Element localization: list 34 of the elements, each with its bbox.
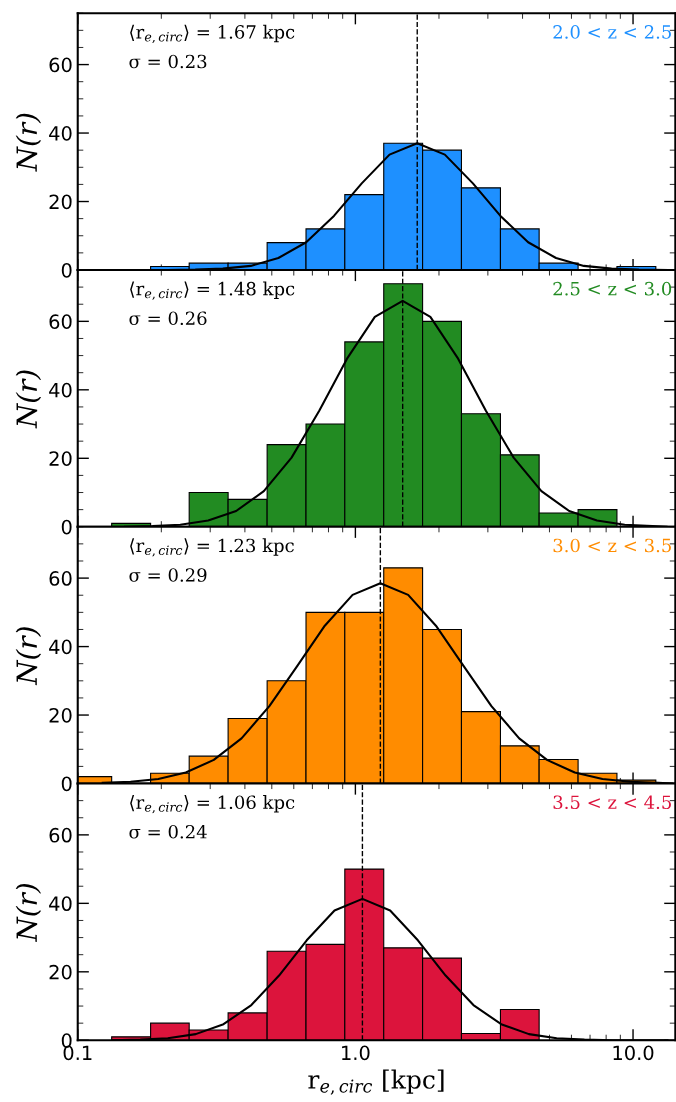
y-tick-label: 60 [49, 57, 72, 73]
y-tick-label: 40 [49, 639, 72, 655]
y-axis-title: N(r) [15, 370, 42, 429]
y-tick-label: 20 [49, 964, 72, 980]
y-tick-label: 0 [61, 262, 72, 278]
y-tick-label: 20 [49, 194, 72, 210]
annotation: σ = 0.29 [129, 568, 207, 582]
legend-label: 3.5 < z < 4.5 [553, 795, 671, 810]
legend-label: 3.0 < z < 3.5 [553, 538, 671, 553]
y-tick-label: 40 [49, 126, 72, 141]
y-axis-title: N(r) [15, 884, 42, 943]
annotation: ⟨r$_{e,circ}$⟩ = 1.23 kpc [130, 538, 294, 557]
y-tick-label: 40 [49, 896, 72, 912]
y-tick-label: 60 [49, 827, 72, 843]
annotation: σ = 0.24 [129, 824, 207, 839]
annotation: σ = 0.23 [129, 54, 207, 69]
y-axis-title: N(r) [15, 627, 42, 686]
y-tick-label: 20 [49, 708, 72, 723]
x-axis-title: r$_{e,circ}$ [kpc] [308, 1069, 444, 1095]
y-tick-label: 0 [61, 776, 72, 792]
y-tick-label: 40 [49, 382, 72, 398]
y-tick-label: 0 [61, 519, 72, 535]
annotation: ⟨r$_{e,circ}$⟩ = 1.48 kpc [130, 281, 295, 300]
y-tick-label: 60 [49, 314, 72, 330]
y-tick-label: 60 [49, 571, 72, 586]
y-axis-title: N(r) [15, 113, 42, 172]
x-tick-label: 10.0 [613, 1045, 654, 1061]
annotation: ⟨r$_{e,circ}$⟩ = 1.06 kpc [130, 795, 295, 814]
legend-label: 2.5 < z < 3.0 [553, 281, 672, 296]
x-tick-label: 1.0 [342, 1045, 370, 1061]
annotation: σ = 0.26 [129, 311, 207, 326]
annotation: ⟨r$_{e,circ}$⟩ = 1.67 kpc [130, 24, 295, 44]
legend-label: 2.0 < z < 2.5 [553, 25, 671, 39]
y-tick-label: 20 [49, 451, 72, 466]
